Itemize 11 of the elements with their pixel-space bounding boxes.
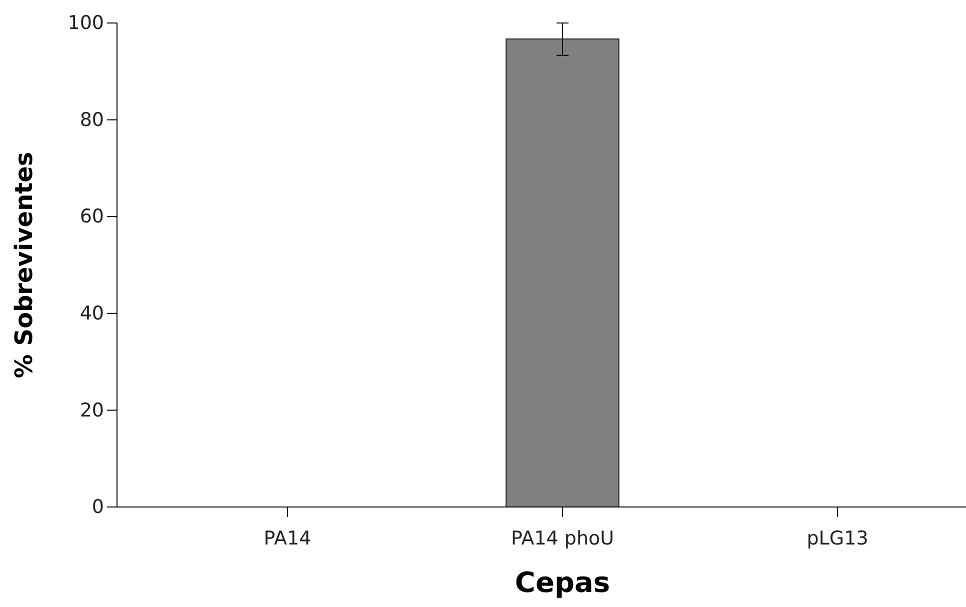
y-tick-label: 100 — [68, 12, 104, 34]
y-tick-label: 80 — [80, 108, 104, 131]
x-tick-label: PA14 phoU — [510, 528, 614, 550]
y-tick-label: 0 — [92, 496, 104, 518]
y-tick-label: 20 — [80, 399, 104, 422]
x-tick-label: pLG13 — [806, 528, 868, 550]
y-axis-title: % Sobreviventes — [10, 152, 38, 378]
x-tick-label: PA14 — [264, 528, 312, 550]
y-tick-label: 40 — [80, 302, 104, 324]
x-axis-title: Cepas — [514, 566, 610, 599]
y-tick-label: 60 — [80, 206, 104, 228]
